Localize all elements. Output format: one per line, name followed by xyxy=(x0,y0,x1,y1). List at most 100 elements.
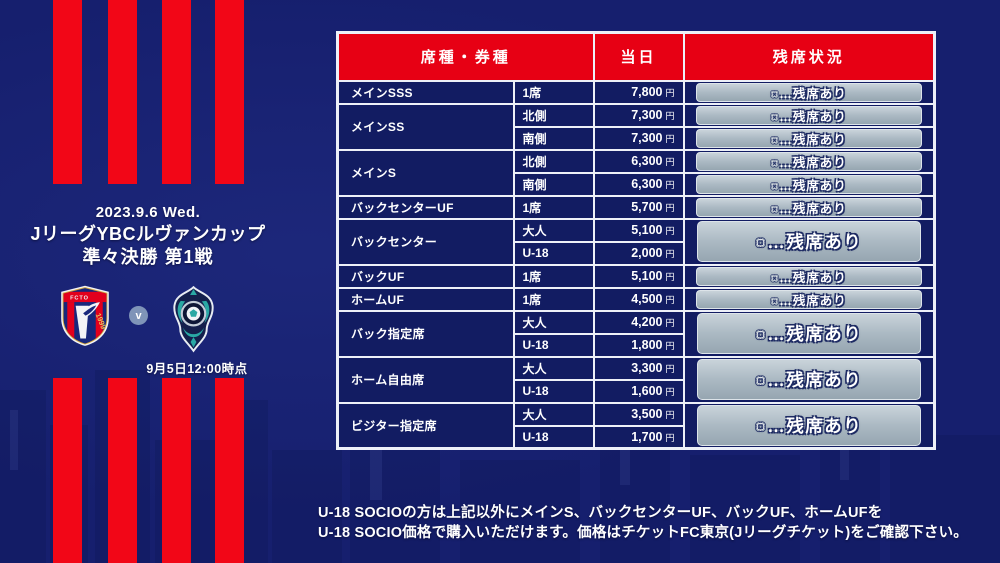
seat-name: メインSSS xyxy=(336,79,515,105)
versus-badge: v xyxy=(129,306,148,325)
ticket-type: 大人 xyxy=(512,401,595,427)
fc-tokyo-crest-icon: FCTO 1999 xyxy=(61,285,109,346)
price-cell: 1,700 円 xyxy=(592,424,685,450)
price-cell: 4,200 円 xyxy=(592,309,685,335)
yen-unit: 円 xyxy=(665,387,675,397)
ticket-type: 1席 xyxy=(512,79,595,105)
table-row: バックUF 1席 5,100 円 ○…残席あり xyxy=(336,263,936,289)
ticket-type: 北側 xyxy=(512,102,595,128)
price-cell: 3,500 円 xyxy=(592,401,685,427)
price-cell: 5,700 円 xyxy=(592,194,685,220)
table-row: メインSS 北側 7,300 円 ○…残席あり xyxy=(336,102,936,151)
ticket-type: U-18 xyxy=(512,424,595,450)
availability-badge: ○…残席あり xyxy=(695,151,923,171)
red-stripe xyxy=(162,378,191,563)
price-cell: 7,800 円 xyxy=(592,79,685,105)
seat-name: バックセンター xyxy=(336,217,515,266)
price-cell: 7,300 円 xyxy=(592,125,685,151)
table-row: U-18 1,600 円 xyxy=(338,378,935,404)
price-value: 4,500 xyxy=(631,292,663,306)
yen-unit: 円 xyxy=(665,88,675,98)
ticket-type: U-18 xyxy=(512,332,595,358)
availability-badge: ○…残席あり xyxy=(695,82,923,102)
availability-badge: ○…残席あり xyxy=(696,313,922,354)
red-stripe xyxy=(215,0,244,184)
seat-name: ホームUF xyxy=(336,286,515,312)
price-cell: 5,100 円 xyxy=(592,217,685,243)
red-stripe xyxy=(162,0,191,184)
ticket-type: U-18 xyxy=(512,378,595,404)
status-cell: ○…残席あり xyxy=(682,171,936,197)
price-cell: 2,000 円 xyxy=(592,240,685,266)
seat-name: バックセンターUF xyxy=(336,194,515,220)
status-cell: ○…残席あり xyxy=(682,286,936,312)
seat-name: メインS xyxy=(336,148,515,197)
price-cell: 6,300 円 xyxy=(592,148,685,174)
competition-title: JリーグYBCルヴァンカップ xyxy=(30,224,266,244)
price-value: 3,300 xyxy=(631,361,663,375)
header-same-day: 当日 xyxy=(592,31,685,82)
table-row: 南側 7,300 円 ○…残席あり xyxy=(338,125,936,151)
ticket-type: 北側 xyxy=(512,148,595,174)
table-row: U-18 1,700 円 xyxy=(338,424,935,450)
price-cell: 1,800 円 xyxy=(592,332,685,358)
price-value: 6,300 xyxy=(631,177,663,191)
price-cell: 5,100 円 xyxy=(592,263,685,289)
availability-badge: ○…残席あり xyxy=(696,404,922,446)
price-cell: 6,300 円 xyxy=(592,171,685,197)
availability-timestamp: 9月5日12:00時点 xyxy=(146,362,248,376)
yen-unit: 円 xyxy=(665,341,675,351)
yen-unit: 円 xyxy=(665,432,675,443)
yen-unit: 円 xyxy=(665,295,675,305)
match-info: 2023.9.6 Wed. JリーグYBCルヴァンカップ 準々決勝 第1戦 xyxy=(0,203,296,269)
u18-socio-note-line1: U-18 SOCIOの方は上記以外にメインS、バックセンターUF、バックUF、ホ… xyxy=(318,505,883,521)
yen-unit: 円 xyxy=(665,134,675,144)
price-cell: 3,300 円 xyxy=(592,355,685,381)
status-cell: ○…残席あり xyxy=(682,263,936,289)
ticket-type: 大人 xyxy=(512,355,595,381)
price-value: 5,100 xyxy=(631,223,663,237)
seat-name: メインSS xyxy=(336,102,515,151)
availability-badge: ○…残席あり xyxy=(695,105,923,125)
table-row: メインSSS 1席 7,800 円 ○…残席あり xyxy=(336,79,936,105)
yen-unit: 円 xyxy=(665,203,675,213)
price-value: 5,700 xyxy=(631,200,663,214)
price-value: 3,500 xyxy=(631,407,663,421)
price-value: 1,700 xyxy=(631,429,663,444)
match-round: 準々決勝 第1戦 xyxy=(82,247,214,267)
status-cell: ○…残席あり xyxy=(682,102,936,128)
ticket-type: 1席 xyxy=(512,263,595,289)
status-cell: ○…残席あり xyxy=(682,401,936,450)
availability-badge: ○…残席あり xyxy=(695,128,923,148)
table-row: U-18 2,000 円 xyxy=(338,240,935,266)
price-cell: 4,500 円 xyxy=(592,286,685,312)
status-cell: ○…残席あり xyxy=(682,125,936,151)
table-row: バックセンター 大人 5,100 円 ○…残席あり xyxy=(336,217,936,266)
ticket-price-table: 席種・券種 当日 残席状況 メインSSS 1席 7,800 円 ○…残席あり メイ… xyxy=(336,31,937,450)
top-red-stripes xyxy=(0,0,332,184)
header-availability: 残席状況 xyxy=(682,31,936,82)
red-stripe xyxy=(53,378,82,563)
price-value: 1,600 xyxy=(631,384,663,398)
price-cell: 1,600 円 xyxy=(592,378,685,404)
red-stripe xyxy=(215,378,244,563)
match-date: 2023.9.6 Wed. xyxy=(95,204,201,221)
u18-socio-note-line2: U-18 SOCIO価格で購入いただけます。価格はチケットFC東京(Jリーグチケ… xyxy=(318,524,968,541)
availability-badge: ○…残席あり xyxy=(695,266,923,286)
price-value: 1,800 xyxy=(631,338,663,352)
ticket-type: 1席 xyxy=(512,194,595,220)
bottom-red-stripes xyxy=(0,378,332,563)
price-value: 2,000 xyxy=(631,246,663,260)
yen-unit: 円 xyxy=(665,111,675,121)
status-cell: ○…残席あり xyxy=(682,194,936,220)
ticket-type: 大人 xyxy=(512,217,595,243)
table-row: メインS 北側 6,300 円 ○…残席あり xyxy=(336,148,936,197)
status-cell: ○…残席あり xyxy=(682,79,936,105)
seat-name: ホーム自由席 xyxy=(336,355,515,404)
table-row: バック指定席 大人 4,200 円 ○…残席あり xyxy=(336,309,936,358)
yen-unit: 円 xyxy=(665,318,675,328)
availability-badge: ○…残席あり xyxy=(696,221,922,262)
ticket-type: 南側 xyxy=(512,125,595,151)
avispa-fukuoka-crest-icon xyxy=(173,286,214,353)
price-cell: 7,300 円 xyxy=(592,102,685,128)
